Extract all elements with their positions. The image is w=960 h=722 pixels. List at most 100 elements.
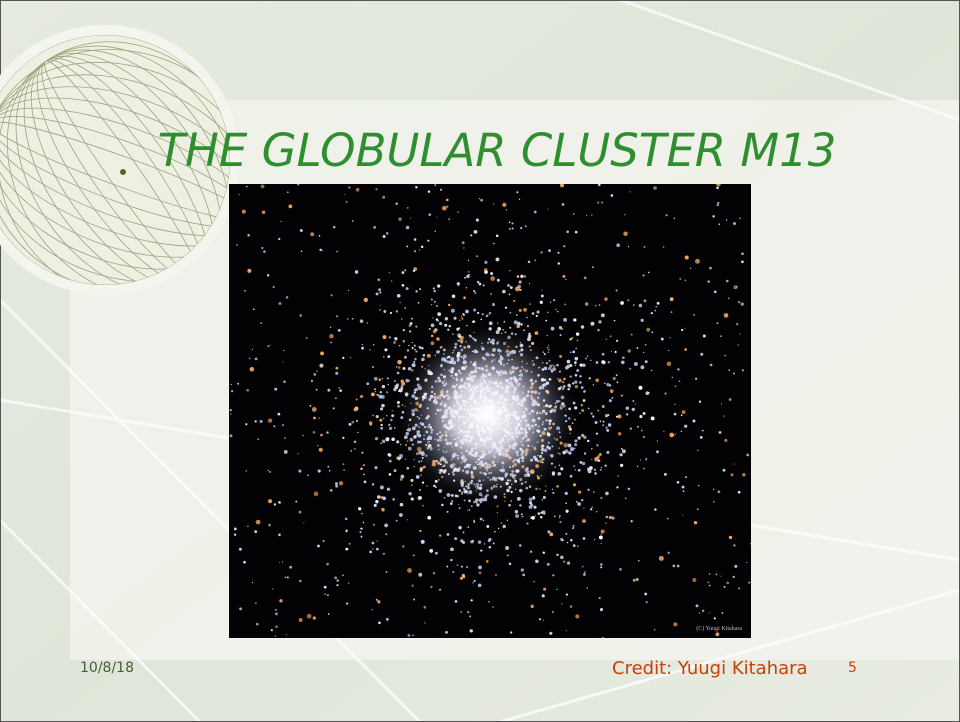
star	[598, 459, 601, 462]
star	[717, 201, 720, 205]
star	[307, 474, 309, 477]
star	[654, 309, 657, 312]
star	[561, 203, 565, 206]
star	[611, 397, 614, 399]
star	[620, 447, 623, 450]
star	[559, 334, 562, 336]
star	[673, 217, 675, 220]
star	[354, 270, 359, 274]
star	[715, 573, 718, 576]
star	[552, 491, 555, 494]
star	[428, 327, 431, 330]
star	[605, 338, 608, 341]
star	[595, 378, 600, 383]
star	[401, 284, 405, 287]
star	[437, 312, 442, 317]
star	[335, 484, 339, 488]
star	[507, 284, 510, 287]
star	[717, 490, 721, 494]
star	[631, 407, 635, 412]
star	[246, 388, 250, 392]
star	[395, 310, 399, 313]
star	[549, 532, 554, 537]
star	[685, 476, 688, 479]
star	[684, 424, 688, 428]
star	[518, 323, 521, 326]
star	[574, 356, 579, 361]
star	[654, 629, 656, 631]
star	[591, 266, 594, 269]
star	[580, 325, 585, 329]
star	[534, 515, 537, 517]
star	[356, 419, 359, 422]
star	[549, 301, 552, 303]
star	[531, 312, 535, 315]
star	[535, 314, 538, 318]
star	[473, 579, 476, 583]
star	[664, 392, 667, 395]
star	[708, 573, 711, 575]
star	[408, 344, 410, 347]
star	[517, 284, 521, 289]
star	[478, 571, 482, 575]
star	[466, 274, 470, 279]
star	[270, 628, 273, 632]
star	[463, 296, 466, 300]
star	[372, 523, 375, 526]
star	[565, 502, 567, 505]
star	[658, 555, 664, 561]
star	[582, 519, 586, 523]
star	[550, 326, 555, 331]
star	[317, 469, 321, 473]
star	[260, 322, 263, 325]
star	[241, 209, 246, 214]
star	[305, 336, 308, 340]
star	[427, 190, 431, 193]
star	[382, 355, 385, 358]
star	[362, 521, 365, 524]
star	[332, 407, 335, 410]
star	[318, 447, 323, 452]
star	[506, 519, 508, 521]
star	[434, 184, 437, 186]
star	[698, 400, 702, 403]
star	[591, 458, 593, 461]
star	[302, 434, 305, 437]
star	[388, 336, 391, 339]
star	[569, 351, 572, 354]
star	[357, 431, 359, 434]
star	[508, 221, 511, 224]
star	[713, 617, 716, 620]
star	[441, 503, 444, 507]
star	[528, 505, 533, 510]
star	[563, 245, 566, 248]
star	[379, 407, 384, 411]
star	[251, 348, 254, 351]
star	[411, 484, 413, 486]
star	[388, 473, 392, 476]
star	[439, 534, 442, 537]
star	[552, 611, 554, 613]
star	[508, 293, 511, 296]
star	[574, 361, 577, 364]
star	[627, 299, 630, 302]
star	[663, 472, 667, 476]
star	[359, 530, 362, 534]
star	[387, 383, 389, 386]
star	[380, 442, 382, 445]
star	[423, 606, 427, 609]
star	[527, 260, 531, 264]
star	[598, 535, 603, 540]
star	[733, 544, 736, 547]
star	[460, 315, 463, 317]
star	[245, 423, 248, 426]
star	[585, 215, 588, 217]
star	[546, 334, 548, 337]
star	[609, 389, 614, 394]
star	[616, 381, 619, 384]
star	[541, 289, 543, 291]
star	[435, 304, 438, 308]
star	[348, 542, 351, 545]
star	[451, 294, 456, 298]
